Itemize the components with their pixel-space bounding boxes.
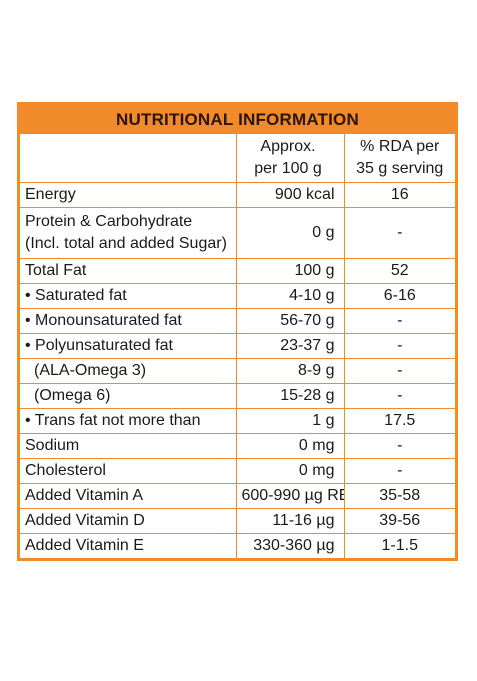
nutrient-rda: -: [344, 308, 455, 334]
table-row: • Monounsaturated fat 56-70 g -: [20, 308, 455, 334]
nutrient-value: 0 mg: [236, 433, 345, 459]
table-row: Added Vitamin A 600-990 µg RE 35-58: [20, 483, 455, 509]
nutrient-rda: -: [344, 207, 455, 259]
header-rda: % RDA per 35 g serving: [344, 134, 455, 183]
table-row: Sodium 0 mg -: [20, 433, 455, 459]
nutrient-name: (ALA-Omega 3): [20, 358, 237, 384]
nutrient-name: Protein & Carbohydrate (Incl. total and …: [20, 207, 237, 259]
nutrient-value: 0 g: [236, 207, 345, 259]
nutrient-value: 0 mg: [236, 458, 345, 484]
nutrient-name: Total Fat: [20, 258, 237, 284]
nutrient-value: 900 kcal: [236, 182, 345, 208]
nutrient-value: 56-70 g: [236, 308, 345, 334]
nutrient-rda: 16: [344, 182, 455, 208]
table-row: Protein & Carbohydrate (Incl. total and …: [20, 207, 455, 259]
table-row: Cholesterol 0 mg -: [20, 458, 455, 484]
nutrient-name: (Omega 6): [20, 383, 237, 409]
table-row: Added Vitamin E 330-360 µg 1-1.5: [20, 533, 455, 558]
nutrient-rda: -: [344, 333, 455, 359]
nutrient-value: 4-10 g: [236, 283, 345, 309]
nutrient-name: Added Vitamin A: [20, 483, 237, 509]
nutrient-name: • Monounsaturated fat: [20, 308, 237, 334]
nutrient-rda: 6-16: [344, 283, 455, 309]
nutrient-value: 100 g: [236, 258, 345, 284]
nutrient-rda: 39-56: [344, 508, 455, 534]
nutrient-rda: 17.5: [344, 408, 455, 434]
nutrition-table: Approx. per 100 g % RDA per 35 g serving…: [20, 134, 455, 558]
nutrient-value: 15-28 g: [236, 383, 345, 409]
nutrient-name: • Trans fat not more than: [20, 408, 237, 434]
table-row: • Trans fat not more than 1 g 17.5: [20, 408, 455, 434]
nutrient-value: 1 g: [236, 408, 345, 434]
nutrient-rda: -: [344, 358, 455, 384]
nutrient-name: Sodium: [20, 433, 237, 459]
table-row: (ALA-Omega 3) 8-9 g -: [20, 358, 455, 384]
nutrient-rda: -: [344, 458, 455, 484]
nutrient-rda: -: [344, 383, 455, 409]
table-row: (Omega 6) 15-28 g -: [20, 383, 455, 409]
nutrient-rda: 35-58: [344, 483, 455, 509]
nutrient-name: • Saturated fat: [20, 283, 237, 309]
nutrient-name: Added Vitamin D: [20, 508, 237, 534]
nutrient-value: 600-990 µg RE: [236, 483, 345, 509]
panel-title: NUTRITIONAL INFORMATION: [20, 105, 455, 134]
table-row: • Polyunsaturated fat 23-37 g -: [20, 333, 455, 359]
nutrient-name: Energy: [20, 182, 237, 208]
table-row: Energy 900 kcal 16: [20, 182, 455, 208]
table-row: • Saturated fat 4-10 g 6-16: [20, 283, 455, 309]
nutrient-name: Added Vitamin E: [20, 533, 237, 558]
header-per-100g: Approx. per 100 g: [236, 134, 345, 183]
nutrient-rda: -: [344, 433, 455, 459]
nutrient-value: 11-16 µg: [236, 508, 345, 534]
table-header-row: Approx. per 100 g % RDA per 35 g serving: [20, 134, 455, 183]
nutrient-value: 23-37 g: [236, 333, 345, 359]
nutrient-rda: 52: [344, 258, 455, 284]
nutrient-value: 8-9 g: [236, 358, 345, 384]
table-row: Added Vitamin D 11-16 µg 39-56: [20, 508, 455, 534]
nutrient-value: 330-360 µg: [236, 533, 345, 558]
nutrient-name: • Polyunsaturated fat: [20, 333, 237, 359]
table-row: Total Fat 100 g 52: [20, 258, 455, 284]
header-nutrient: [20, 134, 237, 183]
nutrition-panel: NUTRITIONAL INFORMATION Approx. per 100 …: [17, 102, 458, 561]
nutrient-name: Cholesterol: [20, 458, 237, 484]
nutrient-rda: 1-1.5: [381, 537, 418, 554]
